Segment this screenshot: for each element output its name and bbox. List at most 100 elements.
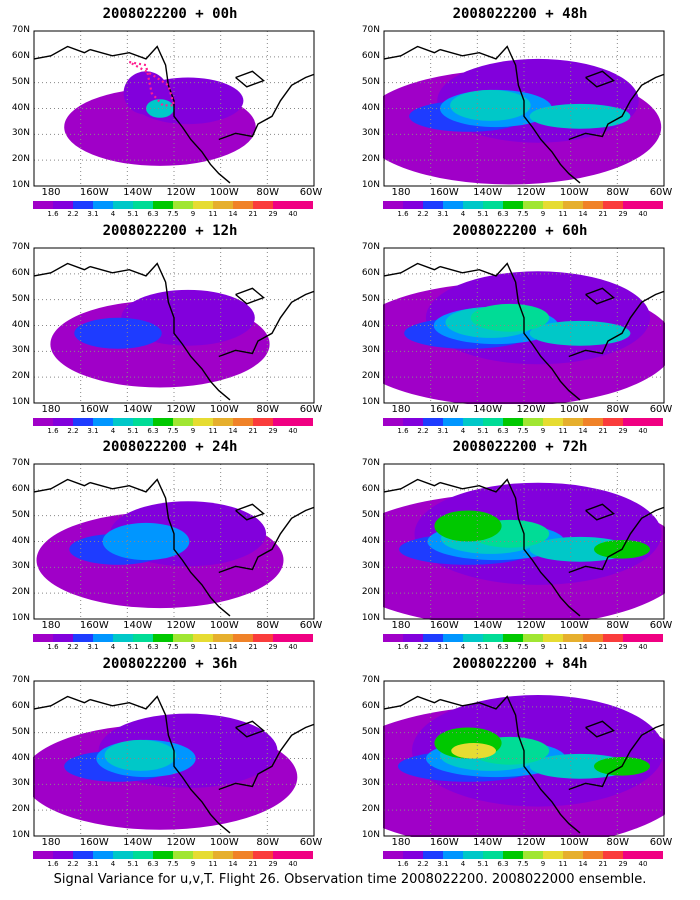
latitude-label: 30N: [361, 778, 380, 789]
color-scale-label: 3.1: [87, 427, 99, 435]
forecast-panel-12h: 2008022200 + 12h 70N 60N 50N 40N 30N 20N 10N 180…: [0, 217, 340, 435]
color-swatch: [543, 418, 563, 426]
longitude-label: 60W: [649, 837, 673, 848]
great-lakes-outline: [585, 503, 615, 521]
color-swatch: [443, 418, 463, 426]
longitude-label: 60W: [299, 620, 323, 631]
color-scale-label: 11: [558, 643, 568, 651]
longitude-label: 180: [391, 620, 411, 631]
color-scale-label: 5.1: [477, 860, 489, 868]
color-swatch: [253, 201, 273, 209]
color-swatch: [193, 201, 213, 209]
longitude-label: 160W: [79, 404, 109, 415]
great-lakes-outline: [235, 70, 265, 88]
color-swatch: [523, 634, 543, 642]
coastline-alaska: [33, 478, 91, 493]
latitude-label: 30N: [11, 778, 30, 789]
color-scale-label: 11: [208, 860, 218, 868]
variance-map: [33, 30, 315, 187]
map-frame: [33, 463, 315, 620]
color-scale-label: 9: [190, 427, 196, 435]
latitude-label: 10N: [11, 830, 30, 840]
latitude-label: 60N: [361, 267, 380, 278]
longitude-label: 80W: [256, 837, 279, 848]
color-swatch: [643, 201, 663, 209]
color-scale-label: 7.5: [167, 860, 179, 868]
color-swatch: [443, 201, 463, 209]
latitude-label: 30N: [11, 561, 30, 572]
variance-map: [33, 247, 315, 404]
color-swatch: [73, 201, 93, 209]
variance-band-mid: [450, 89, 531, 121]
color-scale-label: 7.5: [167, 427, 179, 435]
color-swatch: [463, 201, 483, 209]
color-scale-label: 5.1: [127, 427, 139, 435]
longitude-label: 180: [41, 837, 61, 848]
coastline-west: [439, 262, 581, 401]
longitude-label: 100W: [559, 187, 589, 198]
longitude-label: 160W: [79, 620, 109, 631]
color-swatch: [213, 418, 233, 426]
color-swatch: [403, 201, 423, 209]
color-scale-label: 21: [598, 643, 608, 651]
great-lakes-outline: [585, 287, 615, 305]
color-scale-label: 9: [540, 643, 546, 651]
color-scale-label: 4: [460, 860, 466, 868]
longitude-label: 140W: [123, 404, 153, 415]
color-scale-label: 9: [190, 643, 196, 651]
longitude-label: 120W: [516, 187, 546, 198]
coastline-east: [218, 723, 315, 791]
latitude-label: 40N: [361, 319, 380, 330]
color-scale-label: 9: [190, 860, 196, 868]
color-scale-label: 14: [578, 427, 588, 435]
figure-caption: Signal Variance for u,v,T. Flight 26. Ob…: [53, 872, 647, 887]
longitude-label: 160W: [429, 187, 459, 198]
color-swatch: [213, 201, 233, 209]
longitude-label: 80W: [606, 187, 629, 198]
color-scale-label: 7.5: [517, 210, 529, 218]
longitude-label: 120W: [166, 620, 196, 631]
color-swatch: [233, 418, 253, 426]
color-swatch: [33, 201, 53, 209]
longitude-label: 80W: [606, 620, 629, 631]
color-swatch: [93, 418, 113, 426]
color-scale-bar: [33, 634, 313, 642]
color-swatch: [173, 201, 193, 209]
color-scale-label: 2.2: [417, 427, 429, 435]
color-swatch: [583, 201, 603, 209]
longitude-label: 60W: [649, 187, 673, 198]
color-swatch: [233, 634, 253, 642]
color-swatch: [563, 418, 583, 426]
latitude-label: 30N: [361, 561, 380, 572]
color-scale-label: 6.3: [497, 427, 509, 435]
color-swatch: [583, 418, 603, 426]
color-swatch: [483, 418, 503, 426]
color-swatch: [603, 418, 623, 426]
longitude-label: 100W: [209, 404, 239, 415]
color-swatch: [503, 851, 523, 859]
forecast-panel-24h: 2008022200 + 24h 70N 60N 50N 40N 30N 20N 10N 180…: [0, 433, 340, 651]
color-swatch: [503, 634, 523, 642]
coastline-west: [439, 45, 581, 184]
color-swatch: [563, 851, 583, 859]
coastline-east: [568, 290, 665, 358]
color-scale-label: 11: [558, 427, 568, 435]
longitude-label: 80W: [256, 187, 279, 198]
color-scale-bar: [33, 201, 313, 209]
panel-title: 2008022200 + 60h: [452, 223, 588, 239]
variance-band-mid: [529, 320, 631, 346]
color-swatch: [33, 851, 53, 859]
color-swatch: [133, 201, 153, 209]
panel-title: 2008022200 + 00h: [102, 6, 238, 22]
color-swatch: [253, 418, 273, 426]
color-swatch: [53, 201, 73, 209]
color-swatch: [403, 634, 423, 642]
panel-title: 2008022200 + 12h: [102, 223, 238, 239]
color-swatch: [463, 418, 483, 426]
color-swatch: [383, 201, 403, 209]
latitude-label: 40N: [11, 535, 30, 546]
coastline-alaska: [33, 695, 91, 710]
color-swatch: [643, 851, 663, 859]
latitude-label: 30N: [11, 345, 30, 356]
color-scale-label: 14: [228, 860, 238, 868]
